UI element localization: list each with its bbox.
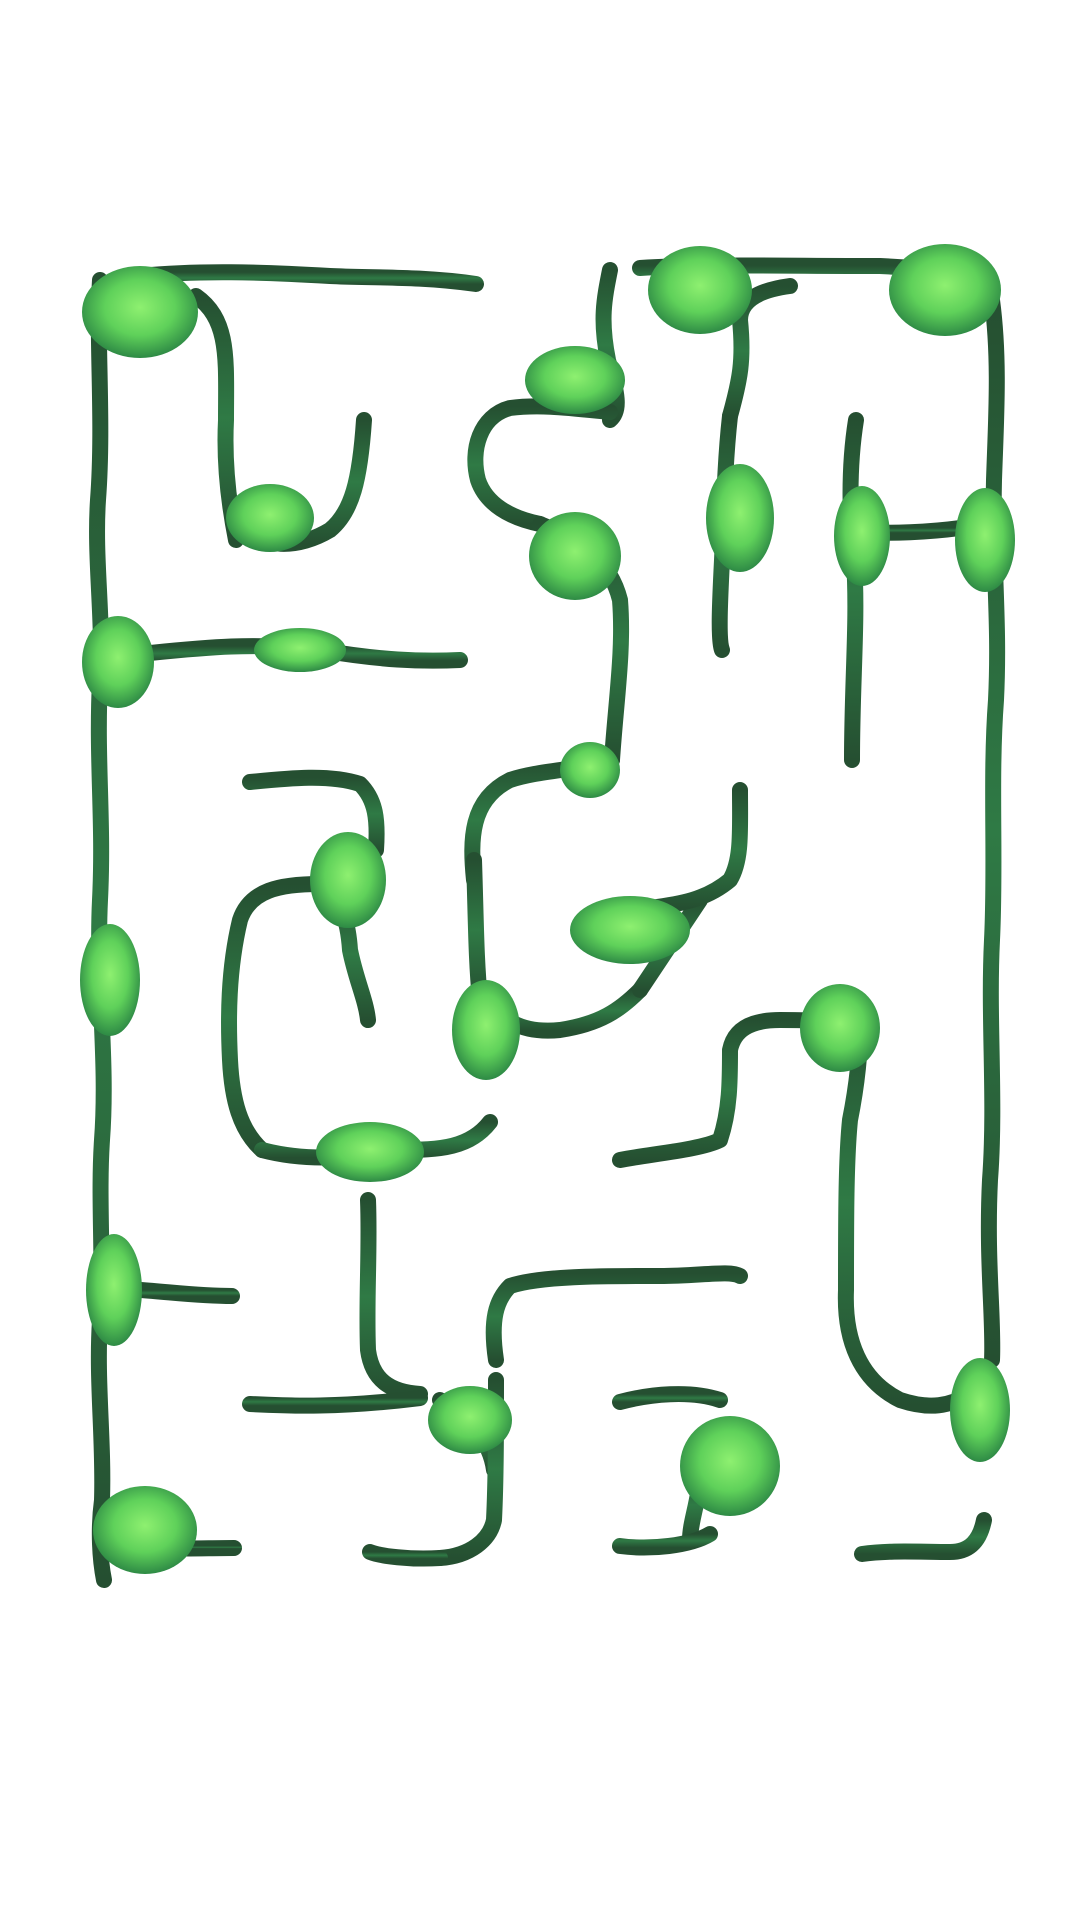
node-blob (82, 266, 198, 358)
node-blob (226, 484, 314, 552)
node-blob (955, 488, 1015, 592)
node-blob (80, 924, 140, 1036)
wall-center-top-horiz (467, 398, 618, 532)
node-blob (82, 616, 154, 708)
wall-right-top-hook (722, 278, 798, 424)
node-blob (706, 464, 774, 572)
node-blob (525, 346, 625, 414)
wall-bottom-base (362, 1544, 448, 1567)
wall-stub-left-a (132, 1282, 240, 1304)
node-blob (428, 1386, 512, 1454)
node-blob (889, 244, 1001, 336)
node-blob (950, 1358, 1010, 1462)
node-blob (834, 486, 890, 586)
node-blob (310, 832, 386, 928)
wall-right-lower-vert (837, 992, 978, 1414)
wall-mid-vert-down (359, 1192, 428, 1402)
wall-inner-a (188, 288, 244, 548)
maze-nodes (80, 244, 1015, 1574)
wall-bottom-mid-a (242, 1390, 428, 1414)
wall-right-mid-horiz (612, 1012, 828, 1168)
node-blob (680, 1416, 780, 1516)
node-blob (529, 512, 621, 600)
wall-right-mid-vert (642, 782, 749, 916)
node-blob (570, 896, 690, 964)
node-blob (452, 980, 520, 1080)
wall-right-inner-vert (842, 412, 864, 768)
wall-spiral-top (242, 769, 385, 858)
wall-top-left (132, 264, 484, 292)
wall-s-vert (466, 852, 488, 1008)
wall-spiral-left (221, 876, 328, 1158)
node-blob (800, 984, 880, 1072)
node-blob (86, 1234, 142, 1346)
wall-lower-s-base (612, 1526, 718, 1556)
node-blob (560, 742, 620, 798)
wall-right-outer (980, 292, 1006, 1368)
wall-right-stub (854, 1512, 992, 1562)
wall-lower-s-top (612, 1386, 728, 1410)
wall-bottom-center-horiz (485, 1265, 748, 1368)
node-blob (93, 1486, 197, 1574)
maze-walls (89, 257, 1006, 1588)
node-blob (254, 628, 346, 672)
node-blob (316, 1122, 424, 1182)
node-blob (648, 246, 752, 334)
